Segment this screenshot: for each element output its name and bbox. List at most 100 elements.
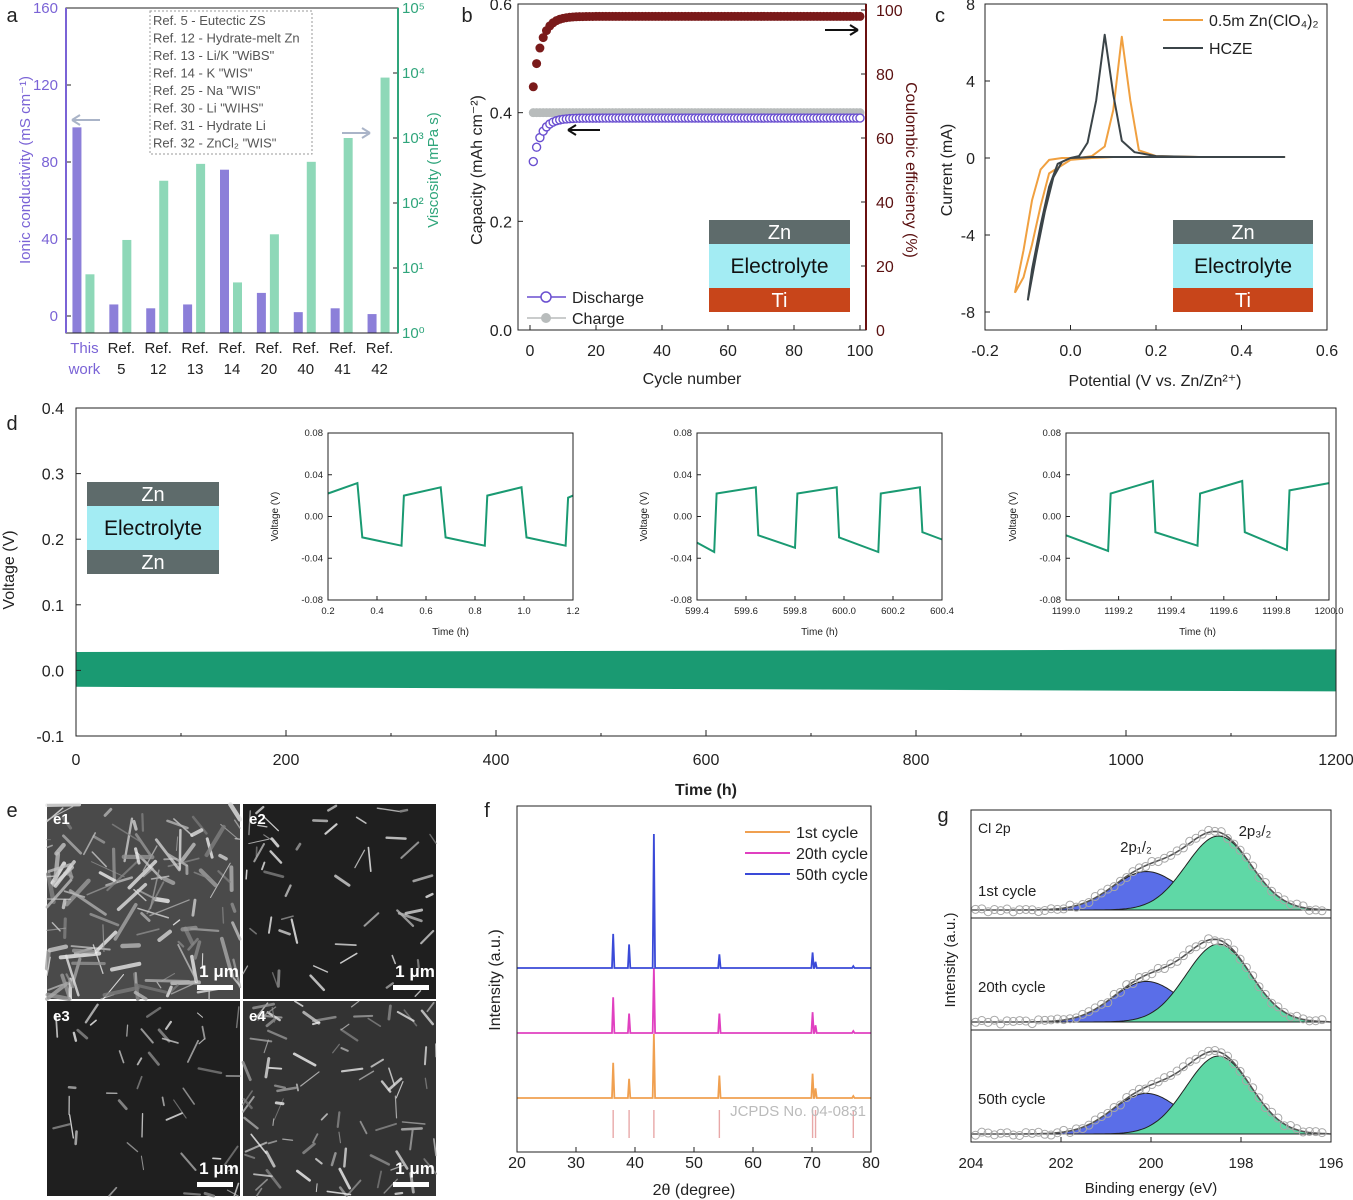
- data-point: [1241, 1076, 1251, 1086]
- sem-texture: [253, 1173, 273, 1178]
- zoom-inset: 599.4 599.6 599.8 600.0 600.2 600.4 -0.08 -0.04…: [639, 428, 954, 638]
- ce-point: [855, 11, 865, 21]
- data-point: [1046, 904, 1056, 914]
- data-point: [1298, 1014, 1308, 1024]
- sem-texture: [204, 824, 226, 858]
- sem-texture: [282, 1138, 294, 1141]
- inset-x-tick-label: 599.6: [734, 606, 758, 617]
- inset-voltage-curve: [327, 481, 574, 547]
- data-point: [1254, 1093, 1264, 1103]
- inset-x-tick-label: 1199.0: [1052, 606, 1080, 617]
- data-point: [1065, 1014, 1075, 1024]
- y-axis-label: Current (mA): [939, 124, 956, 216]
- sem-texture: [64, 954, 80, 997]
- data-point: [1204, 825, 1214, 835]
- sem-texture: [123, 817, 134, 863]
- cell-layer: [1173, 288, 1313, 312]
- inset-x-tick-label: 0.2: [321, 606, 334, 617]
- legend-entry: 1st cycle: [796, 825, 858, 842]
- legend-entry: HCZE: [1209, 41, 1253, 58]
- data-point: [1317, 906, 1327, 916]
- tile-label: e2: [249, 811, 266, 828]
- sem-texture: [232, 958, 242, 989]
- data-point: [1248, 1083, 1258, 1093]
- sem-texture: [72, 1031, 78, 1042]
- panel-g: g 1st cycle 20th cycle 50th cycle Cl 2p 2p₁/₂…: [937, 805, 1343, 1197]
- inset-y-tick-label: -0.04: [301, 553, 323, 564]
- inset-x-tick-label: 600.2: [881, 606, 905, 617]
- x-tick-label: 60: [719, 343, 737, 360]
- sem-texture: [290, 918, 299, 944]
- sem-texture: [152, 896, 170, 904]
- sem-texture: [340, 1023, 350, 1031]
- sem-texture: [278, 929, 291, 936]
- x-tick-label: 20: [587, 343, 605, 360]
- conductivity-bar: [220, 169, 229, 333]
- data-point: [1109, 989, 1119, 999]
- category-label: 14: [224, 361, 241, 378]
- data-point: [1002, 1016, 1012, 1026]
- legend-entry: 0.5m Zn(ClO₄)₂: [1209, 13, 1319, 30]
- sem-texture: [370, 1058, 385, 1068]
- sem-texture: [401, 1121, 426, 1125]
- sem-texture: [394, 1095, 398, 1119]
- category-label: Ref.: [366, 340, 394, 357]
- data-point: [1034, 1127, 1043, 1137]
- inset-y-tick-label: 0.04: [305, 470, 324, 481]
- sem-texture: [218, 853, 228, 861]
- y-axis-label: Viscosity (mPa s): [425, 112, 442, 228]
- data-point: [1279, 1008, 1289, 1018]
- y-tick-label: 10⁰: [402, 325, 425, 342]
- sem-texture: [111, 847, 117, 885]
- sem-texture: [134, 833, 152, 857]
- row-label: 50th cycle: [978, 1091, 1046, 1108]
- sem-texture: [399, 808, 409, 813]
- data-point: [1008, 907, 1018, 917]
- panel-f: f 1st cycle 20th cycle 50th cycle JCPDS No. …: [484, 800, 880, 1199]
- sem-texture: [394, 1191, 404, 1195]
- x-tick-label: 40: [653, 343, 671, 360]
- ce-point: [535, 43, 545, 53]
- category-label: 5: [117, 361, 125, 378]
- data-point: [1059, 1125, 1069, 1135]
- legend-entry: 20th cycle: [796, 846, 868, 863]
- sem-texture: [193, 940, 202, 960]
- sem-texture: [89, 1019, 97, 1026]
- sem-texture: [69, 1114, 74, 1139]
- data-point: [989, 905, 999, 915]
- x-tick-label: 50: [685, 1155, 703, 1172]
- inset-y-tick-label: -0.04: [1039, 553, 1061, 564]
- cell-layer-label: Zn: [1231, 222, 1254, 244]
- sem-texture: [420, 929, 435, 945]
- category-label: Ref.: [255, 340, 283, 357]
- y-tick-label: 8: [966, 0, 975, 14]
- data-point: [1034, 907, 1043, 917]
- sem-texture: [276, 1086, 297, 1093]
- inset-y-tick-label: 0.00: [674, 512, 693, 523]
- sem-texture: [268, 1066, 283, 1070]
- sem-texture: [136, 928, 160, 936]
- inset-y-tick-label: 0.04: [674, 470, 693, 481]
- sem-texture: [161, 1037, 179, 1044]
- scale-bar: [197, 985, 233, 990]
- inset-y-axis-label: Voltage (V): [1008, 492, 1019, 541]
- legend-marker: [541, 313, 551, 323]
- data-point: [1034, 1015, 1043, 1025]
- inset-y-tick-label: 0.00: [305, 512, 324, 523]
- ce-point: [538, 33, 548, 43]
- x-tick-label: 198: [1228, 1155, 1253, 1172]
- conductivity-bar: [146, 308, 156, 333]
- sem-texture: [187, 937, 199, 951]
- category-label: 42: [371, 361, 388, 378]
- arrow-right: [342, 127, 371, 139]
- sem-background: [243, 804, 436, 999]
- data-point: [1260, 1103, 1270, 1113]
- data-point: [1078, 900, 1088, 910]
- y-tick-label: -8: [961, 305, 975, 322]
- legend-entry: Ref. 30 - Li "WIHS": [153, 101, 264, 116]
- data-point: [977, 1127, 987, 1137]
- data-point: [1197, 939, 1207, 949]
- data-point: [1027, 905, 1037, 915]
- conductivity-bar: [256, 292, 266, 333]
- sem-texture: [62, 834, 83, 855]
